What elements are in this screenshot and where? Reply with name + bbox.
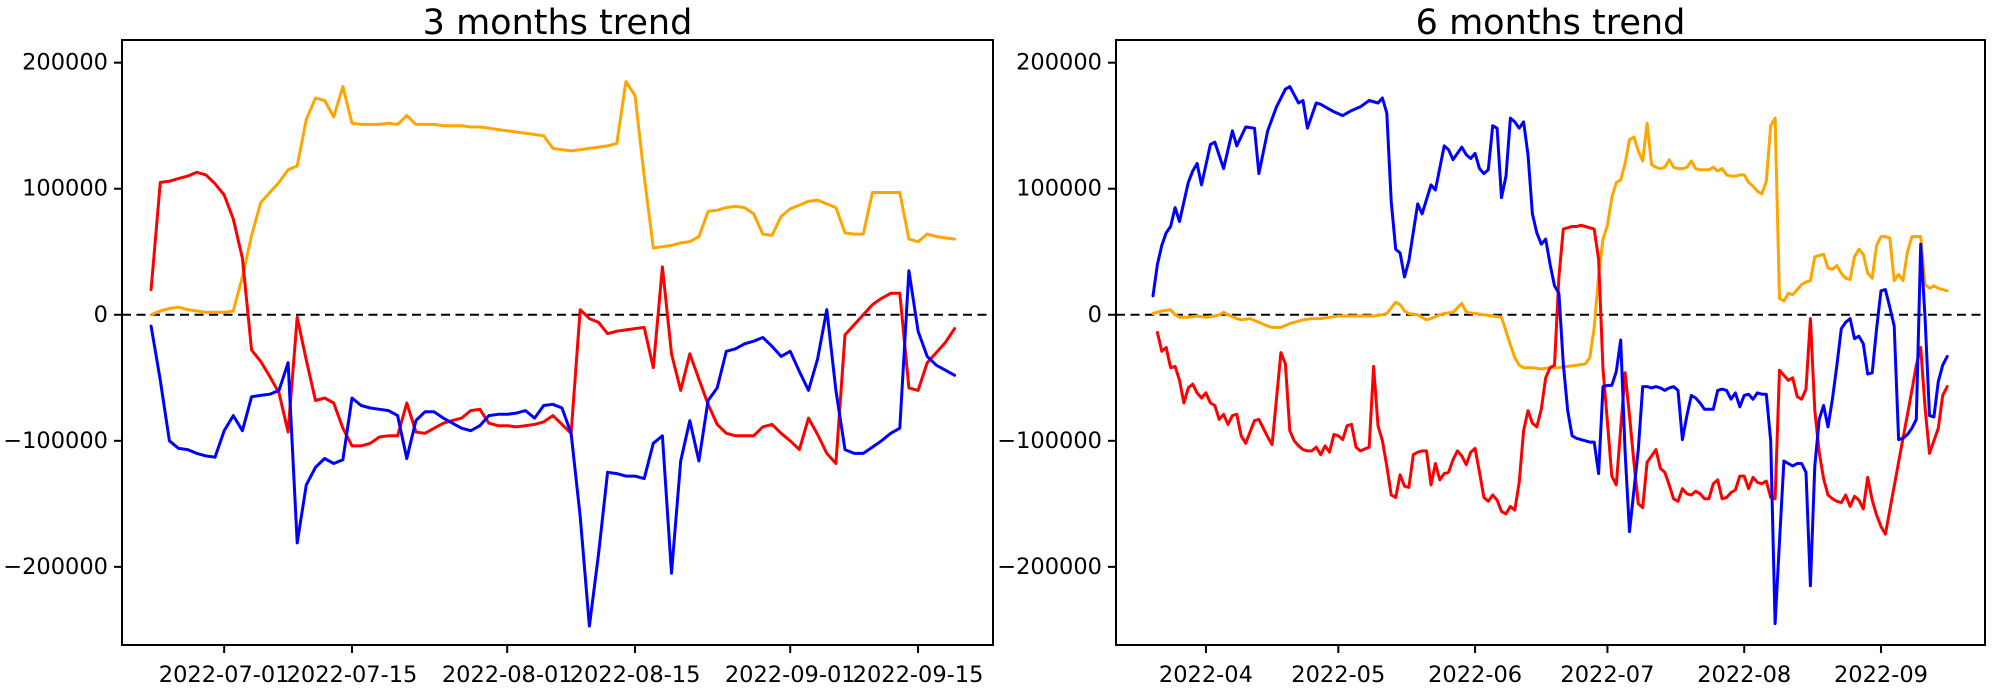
x-axis-tick-label: 2022-08 [1697,662,1791,688]
x-axis-tick-label: 2022-07 [1560,662,1654,688]
x-axis-tick-label: 2022-06 [1428,662,1522,688]
x-axis-tick-label: 2022-07-15 [287,662,418,688]
x-axis-tick-label: 2022-04 [1159,662,1253,688]
chart-panel-3-months: 2000001000000−100000−2000002022-07-01202… [3,39,994,688]
x-axis-tick-label: 2022-08-15 [570,662,701,688]
series-line-orange [1151,116,1949,371]
y-axis-tick-label: −100000 [3,428,108,454]
x-axis-tick-label: 2022-07-01 [159,662,290,688]
chart-title-6-months: 6 months trend [1415,3,1686,43]
y-axis-tick-label: 100000 [22,176,108,202]
y-axis-tick-label: 200000 [22,50,108,76]
y-axis-tick-label: −100000 [997,428,1102,454]
y-axis-tick-label: −200000 [997,554,1102,580]
y-axis-tick-label: 200000 [1016,50,1102,76]
series-line-blue [1151,85,1949,626]
x-axis-tick-label: 2022-08-01 [442,662,573,688]
y-axis-tick-label: 0 [94,302,108,328]
plot-frame [1115,39,1986,646]
series-line-red [149,170,957,465]
x-axis-tick-label: 2022-05 [1291,662,1385,688]
chart-panel-6-months: 200000 100000 0 −100000 −200000 2022-04 2022-0… [997,39,1986,688]
chart-title-3-months: 3 months trend [422,3,693,43]
x-axis-tick-label: 2022-09 [1834,662,1928,688]
x-axis-tick-label: 2022-09-15 [853,662,984,688]
y-axis-tick-label: 100000 [1016,176,1102,202]
y-axis-tick-label: −200000 [3,554,108,580]
y-axis-tick-label: 0 [1088,302,1102,328]
x-axis-tick-label: 2022-09-01 [725,662,856,688]
series-line-orange [149,80,957,317]
series-line-blue [149,269,957,628]
plot-frame [121,39,994,646]
